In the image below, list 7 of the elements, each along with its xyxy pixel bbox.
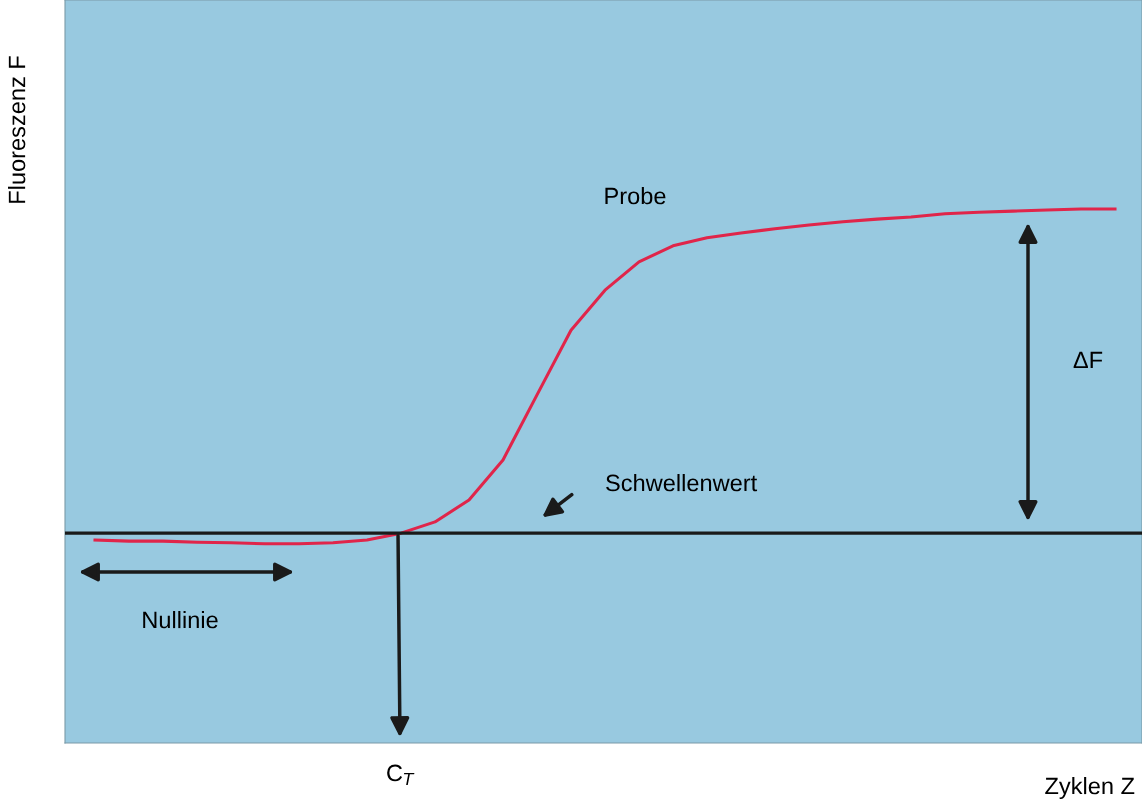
annotation: ΔF xyxy=(1073,351,1103,369)
ref-line-label: Schwellenwert xyxy=(606,474,758,492)
annotation: Nullinie xyxy=(143,610,218,629)
text: C$_{T}$ xyxy=(387,764,415,785)
x-axis-title: Zyklen Z xyxy=(1045,776,1135,800)
y-axis-title: Fluoreszenz F xyxy=(8,56,26,203)
text: Probe xyxy=(605,187,666,205)
